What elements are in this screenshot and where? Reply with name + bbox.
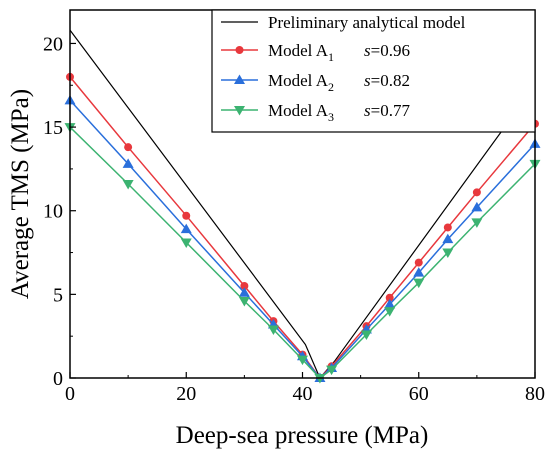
y-tick-label: 10: [43, 201, 63, 223]
data-point: [384, 298, 396, 309]
y-tick-label: 15: [43, 117, 63, 139]
x-tick-label: 20: [176, 383, 196, 405]
data-point: [472, 188, 481, 197]
data-point: [413, 267, 425, 277]
data-point: [238, 287, 250, 297]
y-tick-label: 20: [43, 33, 63, 55]
data-point: [414, 258, 423, 267]
data-point: [443, 223, 452, 232]
data-point: [442, 233, 454, 244]
data-point: [471, 201, 483, 212]
x-tick-label: 80: [525, 383, 545, 405]
y-tick-label: 5: [53, 284, 63, 306]
data-point: [326, 365, 338, 376]
legend-item-3: Model A2 s=0.82: [221, 71, 410, 94]
data-point: [238, 297, 250, 307]
series-3: [64, 94, 541, 382]
data-point: [240, 282, 249, 290]
data-point: [360, 330, 372, 341]
legend-item-4: Model A3 s=0.77: [221, 101, 410, 124]
data-point: [182, 211, 191, 220]
legend-label: Preliminary analytical model: [268, 13, 466, 32]
y-tick-label: 0: [53, 368, 63, 390]
data-point: [180, 238, 192, 249]
legend-item-2: Model A1 s=0.96: [221, 41, 410, 64]
y-axis-title: Average TMS (MPa): [7, 89, 34, 299]
legend-label: Model A1 s=0.96: [268, 41, 410, 64]
ticks-layer: 0 20 40 60 80 0 5 10 15 20: [43, 33, 545, 405]
legend-item-1: Preliminary analytical model: [221, 13, 466, 32]
legend-swatch-marker: [234, 74, 245, 84]
data-point: [124, 143, 133, 152]
data-point: [471, 218, 483, 228]
series-layer: [64, 29, 541, 384]
data-point: [297, 355, 308, 366]
legend: Preliminary analytical model Model A1 s=0.…: [211, 9, 536, 133]
series-4: [64, 123, 541, 384]
x-tick-label: 0: [65, 383, 75, 405]
legend-swatch-marker: [235, 46, 244, 54]
legend-label: Model A3 s=0.77: [268, 101, 410, 124]
series-line: [69, 126, 536, 379]
data-point: [122, 158, 134, 168]
legend-box: [211, 9, 536, 133]
x-tick-label: 40: [293, 383, 313, 405]
data-point: [385, 293, 394, 302]
x-tick-label: 60: [409, 383, 429, 405]
data-point: [442, 248, 454, 259]
legend-swatch-marker: [234, 106, 245, 116]
data-point: [413, 278, 425, 289]
x-axis-title: Deep-sea pressure (MPa): [176, 422, 429, 449]
data-point: [384, 307, 396, 317]
data-point: [122, 179, 134, 190]
series-line: [69, 99, 536, 380]
legend-items: Preliminary analytical model Model A1 s=0.…: [221, 13, 466, 124]
data-point: [267, 325, 279, 335]
legend-label: Model A2 s=0.82: [268, 71, 410, 94]
data-point: [180, 223, 192, 234]
